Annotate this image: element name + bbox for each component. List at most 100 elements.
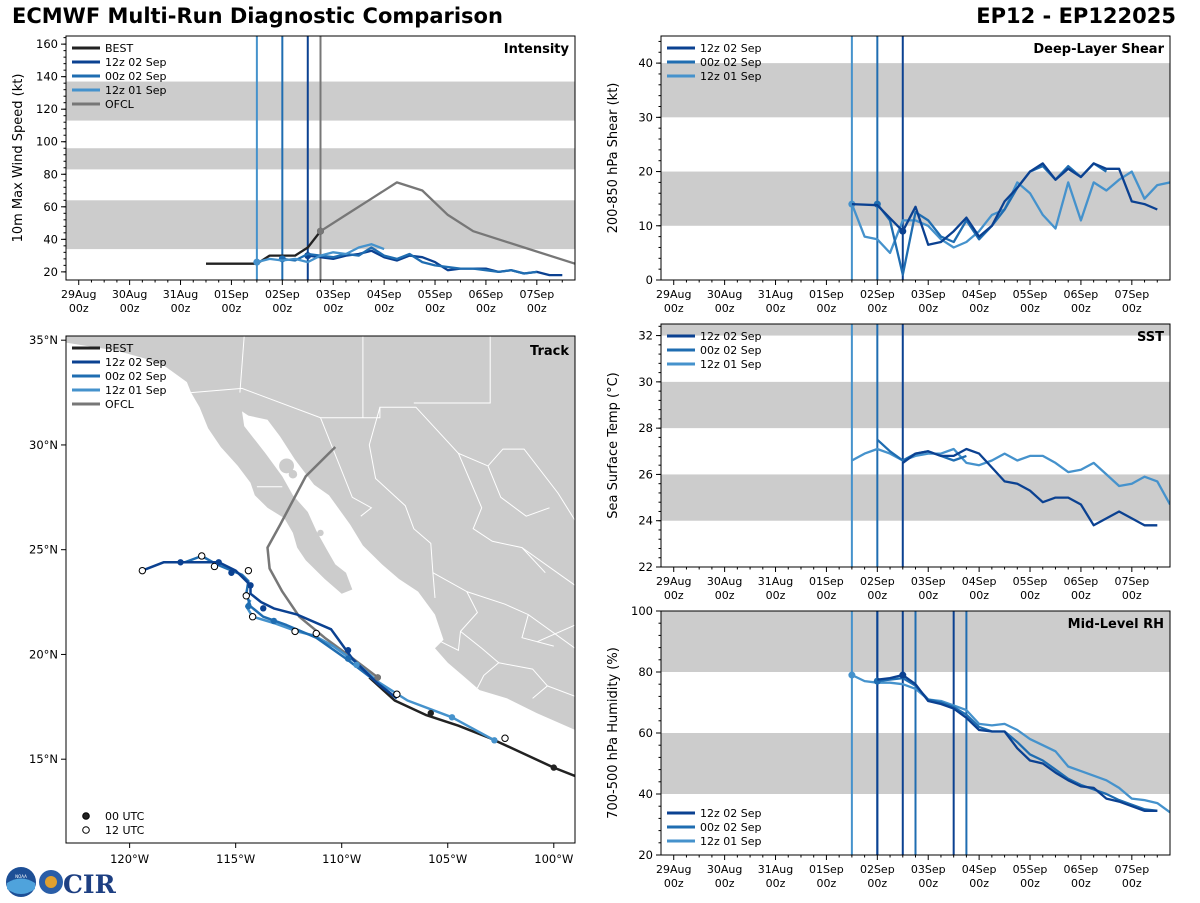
state-border — [239, 336, 245, 393]
y-tick-label: 100 — [631, 604, 653, 618]
noaa-logo-text: NOAA — [15, 874, 27, 879]
panel-title: Mid-Level RH — [1068, 617, 1164, 632]
series-line-best — [206, 230, 322, 265]
init-marker — [848, 671, 856, 679]
page-title: ECMWF Multi-Run Diagnostic Comparison — [12, 4, 503, 28]
series-line-12z-01-sep — [256, 243, 385, 264]
x-tick-hour: 00z — [766, 302, 786, 315]
y-tick-label: 40 — [638, 56, 653, 70]
init-marker — [317, 227, 324, 235]
x-tick-hour: 00z — [766, 877, 786, 890]
track-line-00z-02-sep — [184, 554, 398, 700]
state-border — [432, 572, 479, 652]
x-tick-hour: 00z — [715, 589, 735, 602]
x-tick-date: 29Aug — [656, 288, 691, 301]
y-tick-label: 0 — [646, 273, 653, 287]
x-tick-date: 02Sep — [860, 863, 895, 876]
x-tick-hour: 00z — [222, 302, 242, 315]
x-tick-date: 31Aug — [758, 288, 793, 301]
y-tick-label: 20 — [638, 848, 653, 862]
x-tick-date: 05Sep — [1013, 575, 1048, 588]
x-tick-hour: 00z — [1122, 302, 1142, 315]
x-tick-date: 02Sep — [265, 288, 300, 301]
x-tick-hour: 00z — [1071, 302, 1091, 315]
legend-label: 00z 02 Sep — [700, 344, 762, 357]
logo-block: NOAA CIRA — [4, 865, 135, 899]
x-tick-hour: 00z — [1020, 589, 1040, 602]
cira-logo-text: CIRA — [63, 870, 116, 899]
x-tick-date: 01Sep — [809, 288, 844, 301]
x-tick-hour: 00z — [715, 302, 735, 315]
x-tick-date: 31Aug — [758, 863, 793, 876]
shaded-band — [661, 474, 1170, 521]
panel-sst: 22242628303229Aug00z30Aug00z31Aug00z01Se… — [606, 323, 1171, 602]
x-tick-hour: 00z — [664, 877, 684, 890]
init-marker — [848, 200, 856, 208]
track-point-00utc — [260, 605, 267, 612]
track-point-12utc — [248, 613, 257, 621]
x-tick-hour: 00z — [1071, 589, 1091, 602]
legend-label: 00z 02 Sep — [700, 56, 762, 69]
x-tick-date: 03Sep — [911, 863, 946, 876]
state-border — [320, 417, 373, 517]
state-border — [547, 685, 575, 697]
y-tick-label: 40 — [43, 232, 58, 246]
series-line-12z-02-sep — [851, 162, 1158, 246]
x-tick-date: 31Aug — [758, 575, 793, 588]
x-tick-date: 06Sep — [1064, 575, 1099, 588]
shaded-band — [661, 381, 1170, 429]
x-tick-hour: 00z — [817, 877, 837, 890]
state-border — [528, 614, 575, 649]
track-line-best — [368, 676, 575, 778]
track-point-00utc — [448, 714, 456, 721]
x-tick-hour: 00z — [969, 589, 989, 602]
legend-marker-00utc — [82, 812, 90, 820]
track-point-12utc — [138, 566, 147, 575]
panel-title: SST — [1137, 330, 1164, 345]
panel-title: Track — [530, 344, 569, 359]
x-tick-hour: 00z — [817, 589, 837, 602]
x-tick-date: 04Sep — [962, 863, 997, 876]
y-tick-label: 15°N — [29, 752, 58, 766]
x-tick-date: 31Aug — [163, 288, 198, 301]
track-point-00utc — [245, 603, 252, 610]
x-tick-hour: 00z — [664, 589, 684, 602]
x-tick-date: 29Aug — [61, 288, 96, 301]
x-tick-hour: 00z — [323, 302, 343, 315]
x-tick-hour: 00z — [766, 589, 786, 602]
track-point-00utc — [228, 569, 235, 576]
noaa-cira-logo: NOAA CIRA — [6, 867, 135, 899]
x-tick-hour: 00z — [374, 302, 394, 315]
island — [288, 470, 298, 479]
x-tick-hour: 00z — [120, 302, 140, 315]
land-mass — [66, 336, 575, 730]
cira-globe-core-icon — [45, 876, 57, 888]
x-tick-hour: 00z — [969, 302, 989, 315]
state-border — [413, 336, 491, 404]
x-tick-label: 110°W — [322, 852, 361, 866]
y-tick-label: 100 — [36, 135, 58, 149]
x-tick-hour: 00z — [918, 589, 938, 602]
y-tick-label: 20 — [638, 165, 653, 179]
track-point-12utc — [244, 566, 253, 575]
track-point-12utc — [210, 562, 219, 571]
y-tick-label: 140 — [36, 70, 58, 84]
x-tick-hour: 00z — [918, 302, 938, 315]
x-tick-date: 05Sep — [1013, 288, 1048, 301]
x-tick-date: 30Aug — [112, 288, 147, 301]
x-tick-date: 02Sep — [860, 575, 895, 588]
x-tick-date: 05Sep — [1013, 863, 1048, 876]
y-tick-label: 26 — [638, 467, 653, 481]
x-tick-label: 115°W — [216, 852, 255, 866]
legend-label: 00z 02 Sep — [105, 70, 167, 83]
x-tick-hour: 00z — [817, 302, 837, 315]
x-tick-hour: 00z — [867, 589, 887, 602]
x-tick-hour: 00z — [476, 302, 496, 315]
x-tick-hour: 00z — [425, 302, 445, 315]
y-tick-label: 160 — [36, 37, 58, 51]
panel-title: Intensity — [504, 42, 570, 57]
legend-label: OFCL — [105, 98, 135, 111]
map-area — [66, 336, 575, 778]
legend-label: 00z 02 Sep — [105, 370, 167, 383]
legend-label: 12z 02 Sep — [105, 356, 167, 369]
